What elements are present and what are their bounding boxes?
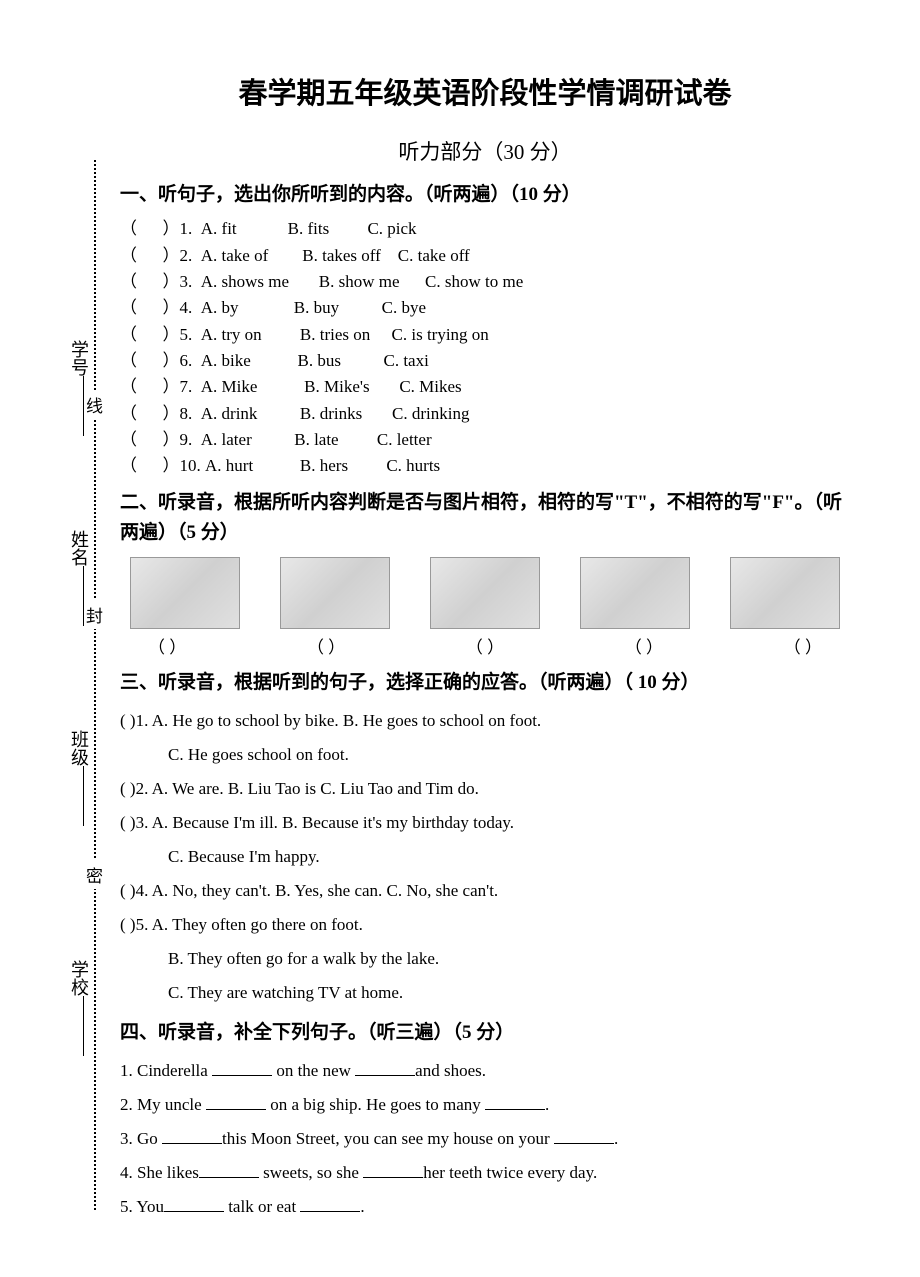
s3-q5-l3: C. They are watching TV at home. — [120, 976, 850, 1010]
s1-q9: （ ）9. A. later B. late C. letter — [120, 427, 850, 453]
s1-q10: （ ）10. A. hurt B. hers C. hurts — [120, 453, 850, 479]
s4-q3: 3. Go this Moon Street, you can see my h… — [120, 1122, 850, 1156]
s3-q5-l2: B. They often go for a walk by the lake. — [120, 942, 850, 976]
s2-img-5 — [730, 557, 840, 629]
s1-q3: （ ）3. A. shows me B. show me C. show to … — [120, 269, 850, 295]
s1-q2: （ ）2. A. take of B. takes off C. take of… — [120, 243, 850, 269]
s2-paren-1[interactable]: （ ） — [148, 633, 186, 658]
blank[interactable] — [212, 1059, 272, 1076]
s2-img-1 — [130, 557, 240, 629]
s3-q5-l1: ( )5. A. They often go there on foot. — [120, 908, 850, 942]
blank[interactable] — [485, 1093, 545, 1110]
s3-q3-l1: ( )3. A. Because I'm ill. B. Because it'… — [120, 806, 850, 840]
s1-q8: （ ）8. A. drink B. drinks C. drinking — [120, 401, 850, 427]
s1-q1: （ ）1. A. fit B. fits C. pick — [120, 216, 850, 242]
blank[interactable] — [363, 1161, 423, 1178]
s2-img-4 — [580, 557, 690, 629]
section1-header: 一、听句子，选出你所听到的内容。（听两遍）（10 分） — [120, 180, 850, 210]
s2-paren-5[interactable]: （ ） — [784, 633, 822, 658]
s3-q1-l2: C. He goes school on foot. — [120, 738, 850, 772]
section2-answers: （ ） （ ） （ ） （ ） （ ） — [120, 633, 850, 658]
s2-img-3 — [430, 557, 540, 629]
s4-q2: 2. My uncle on a big ship. He goes to ma… — [120, 1088, 850, 1122]
s3-q2-l1: ( )2. A. We are. B. Liu Tao is C. Liu Ta… — [120, 772, 850, 806]
s2-paren-4[interactable]: （ ） — [625, 633, 663, 658]
s2-img-2 — [280, 557, 390, 629]
page-content: 春学期五年级英语阶段性学情调研试卷 听力部分（30 分） 一、听句子，选出你所听… — [0, 0, 920, 1264]
s1-q6: （ ）6. A. bike B. bus C. taxi — [120, 348, 850, 374]
exam-subtitle: 听力部分（30 分） — [120, 136, 850, 166]
s1-q5: （ ）5. A. try on B. tries on C. is trying… — [120, 322, 850, 348]
s3-q4-l1: ( )4. A. No, they can't. B. Yes, she can… — [120, 874, 850, 908]
s1-q7: （ ）7. A. Mike B. Mike's C. Mikes — [120, 374, 850, 400]
section4-header: 四、听录音，补全下列句子。（听三遍）（5 分） — [120, 1018, 850, 1048]
blank[interactable] — [206, 1093, 266, 1110]
section2-images — [120, 557, 850, 629]
s1-q4: （ ）4. A. by B. buy C. bye — [120, 295, 850, 321]
s2-paren-2[interactable]: （ ） — [307, 633, 345, 658]
section2-header: 二、听录音，根据所听内容判断是否与图片相符，相符的写"T"，不相符的写"F"。（… — [120, 488, 850, 549]
blank[interactable] — [162, 1127, 222, 1144]
s2-paren-3[interactable]: （ ） — [466, 633, 504, 658]
s3-q1-l1: ( )1. A. He go to school by bike. B. He … — [120, 704, 850, 738]
blank[interactable] — [164, 1195, 224, 1212]
blank[interactable] — [300, 1195, 360, 1212]
blank[interactable] — [199, 1161, 259, 1178]
s4-q4: 4. She likes sweets, so she her teeth tw… — [120, 1156, 850, 1190]
blank[interactable] — [554, 1127, 614, 1144]
exam-title: 春学期五年级英语阶段性学情调研试卷 — [120, 70, 850, 112]
s4-q1: 1. Cinderella on the new and shoes. — [120, 1054, 850, 1088]
s4-q5: 5. You talk or eat . — [120, 1190, 850, 1224]
s3-q3-l2: C. Because I'm happy. — [120, 840, 850, 874]
blank[interactable] — [355, 1059, 415, 1076]
section3-header: 三、听录音，根据听到的句子，选择正确的应答。（听两遍）（ 10 分） — [120, 668, 850, 698]
